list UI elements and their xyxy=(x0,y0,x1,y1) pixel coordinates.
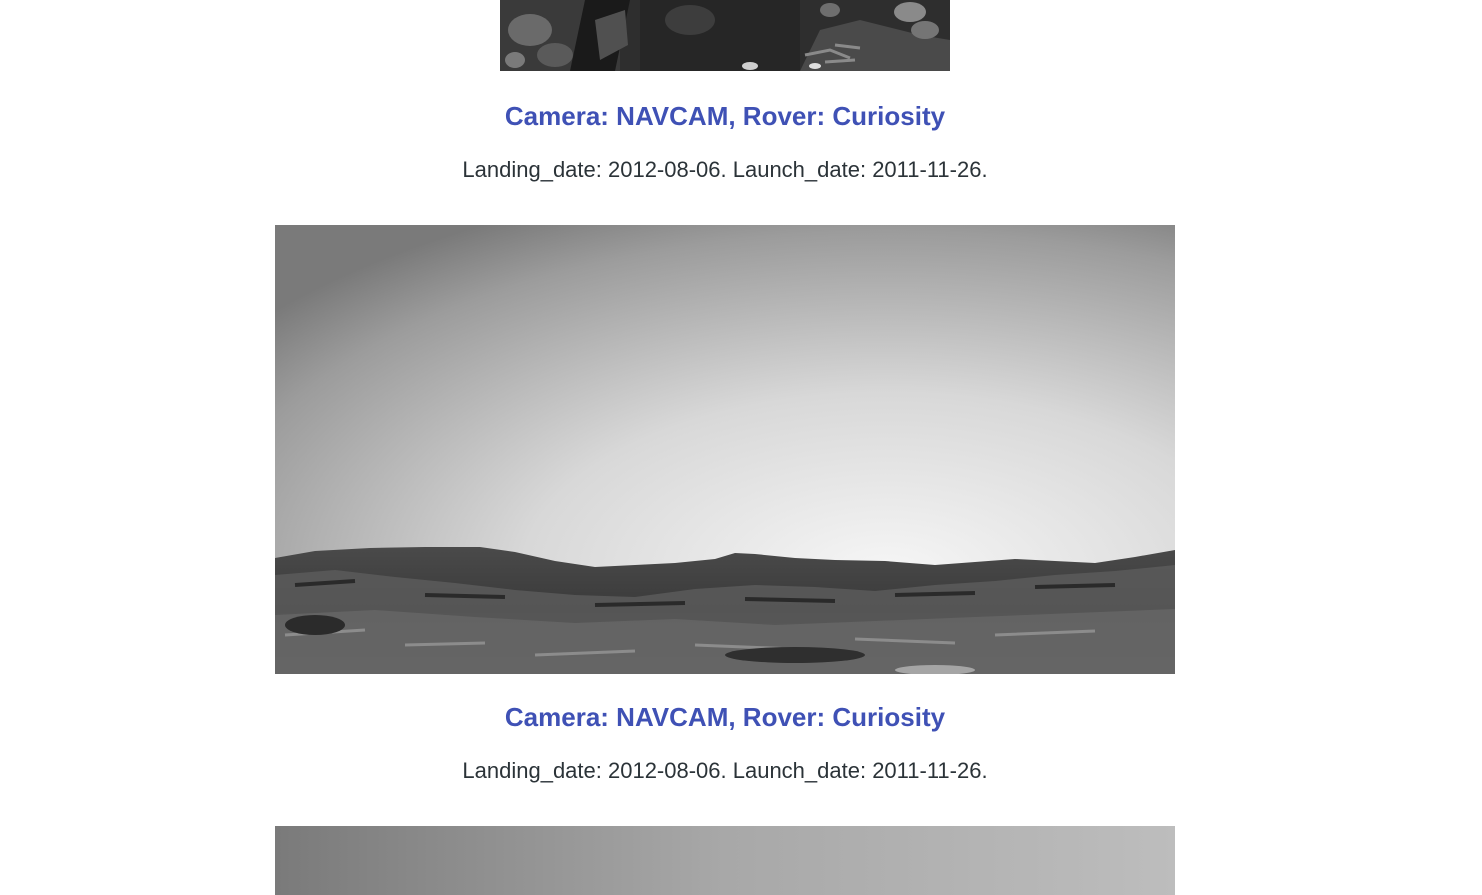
rover-photo[interactable] xyxy=(275,826,1175,895)
photo-title: Camera: NAVCAM, Rover: Curiosity xyxy=(504,101,946,131)
photo-dates: Landing_date: 2012-08-06. Launch_date: 2… xyxy=(462,758,988,783)
rover-photo[interactable] xyxy=(275,225,1175,674)
rover-photo-image xyxy=(275,225,1175,674)
photo-dates: Landing_date: 2012-08-06. Launch_date: 2… xyxy=(462,157,988,182)
rover-photo[interactable] xyxy=(500,0,950,71)
photo-title: Camera: NAVCAM, Rover: Curiosity xyxy=(504,702,946,732)
rover-photo-image xyxy=(500,0,950,71)
rover-photo-image xyxy=(275,826,1175,895)
